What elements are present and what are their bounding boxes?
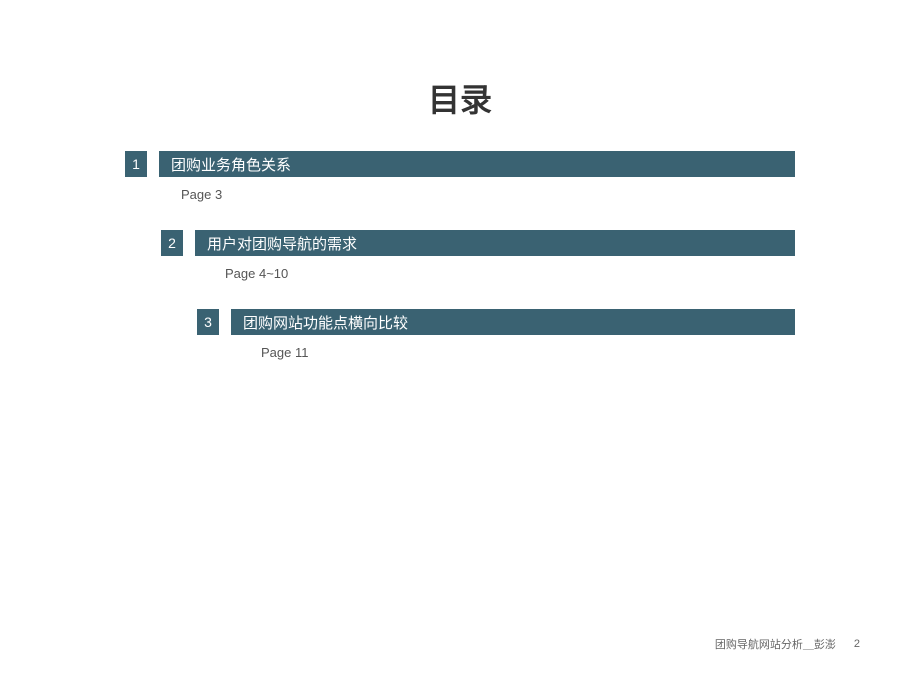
toc-item: 2 用户对团购导航的需求 Page 4~10 xyxy=(161,230,795,299)
toc-gap xyxy=(219,309,231,335)
toc-label: 用户对团购导航的需求 xyxy=(195,230,795,256)
toc-gap xyxy=(183,230,195,256)
toc-item: 3 团购网站功能点横向比较 Page 11 xyxy=(197,309,795,378)
toc-gap xyxy=(147,151,159,177)
toc-header: 3 团购网站功能点横向比较 xyxy=(197,309,795,335)
toc-label: 团购业务角色关系 xyxy=(159,151,795,177)
toc-label: 团购网站功能点横向比较 xyxy=(231,309,795,335)
toc-container: 1 团购业务角色关系 Page 3 2 用户对团购导航的需求 Page 4~10… xyxy=(0,151,920,378)
slide: 目录 1 团购业务角色关系 Page 3 2 用户对团购导航的需求 Page 4… xyxy=(0,0,920,690)
toc-page: Page 11 xyxy=(197,335,795,378)
toc-header: 1 团购业务角色关系 xyxy=(125,151,795,177)
page-title: 目录 xyxy=(0,0,920,151)
toc-number: 3 xyxy=(197,309,219,335)
toc-number: 2 xyxy=(161,230,183,256)
toc-header: 2 用户对团购导航的需求 xyxy=(161,230,795,256)
toc-page: Page 4~10 xyxy=(161,256,795,299)
footer: 团购导航网站分析＿彭澎 2 xyxy=(715,636,860,652)
toc-number: 1 xyxy=(125,151,147,177)
footer-text: 团购导航网站分析＿彭澎 xyxy=(715,636,836,652)
footer-page-number: 2 xyxy=(854,638,860,650)
toc-item: 1 团购业务角色关系 Page 3 xyxy=(125,151,795,220)
toc-page: Page 3 xyxy=(125,177,795,220)
